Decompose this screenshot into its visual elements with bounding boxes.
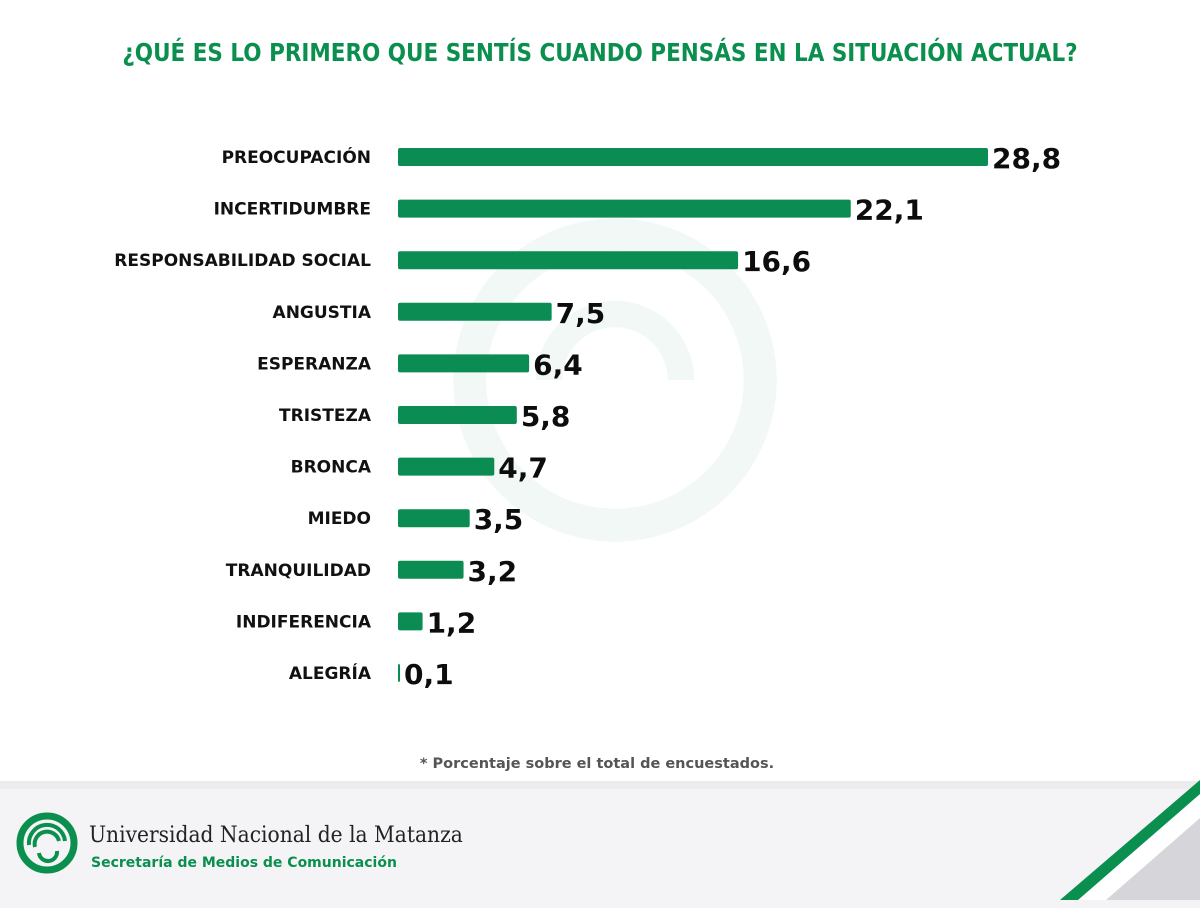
bar bbox=[398, 612, 423, 631]
bar bbox=[398, 199, 851, 218]
university-logo-icon bbox=[16, 812, 78, 874]
bar bbox=[398, 302, 552, 321]
department-name: Secretaría de Medios de Comunicación bbox=[91, 855, 397, 871]
value-label: 6,4 bbox=[533, 348, 583, 381]
bar bbox=[398, 509, 470, 528]
chart-title: ¿QUÉ ES LO PRIMERO QUE SENTÍS CUANDO PEN… bbox=[122, 38, 1078, 67]
value-label: 5,8 bbox=[521, 400, 571, 433]
category-label: MIEDO bbox=[308, 509, 371, 529]
bar-chart: PREOCUPACIÓN 28,8 INCERTIDUMBRE 22,1 RESPONS… bbox=[114, 142, 1061, 691]
value-label: 1,2 bbox=[427, 606, 477, 639]
category-label: BRONCA bbox=[291, 458, 372, 478]
category-label: ESPERANZA bbox=[257, 354, 372, 374]
bar bbox=[398, 560, 464, 579]
bar bbox=[398, 406, 517, 424]
bar bbox=[398, 664, 401, 682]
watermark-logo-icon bbox=[453, 218, 777, 542]
category-label: TRANQUILIDAD bbox=[226, 561, 371, 581]
value-label: 0,1 bbox=[404, 658, 454, 691]
footnote: * Porcentaje sobre el total de encuestad… bbox=[419, 756, 775, 772]
bars-group: PREOCUPACIÓN 28,8 INCERTIDUMBRE 22,1 RESPONS… bbox=[114, 142, 1061, 691]
bar bbox=[398, 251, 739, 270]
university-name: Universidad Nacional de la Matanza bbox=[89, 823, 463, 848]
value-label: 3,2 bbox=[468, 555, 518, 588]
category-label: PREOCUPACIÓN bbox=[222, 146, 371, 168]
category-label: TRISTEZA bbox=[279, 406, 372, 426]
bar bbox=[398, 457, 495, 476]
category-label: INDIFERENCIA bbox=[236, 612, 372, 632]
value-label: 28,8 bbox=[992, 142, 1061, 175]
bar bbox=[398, 354, 530, 373]
value-label: 3,5 bbox=[474, 503, 524, 536]
value-label: 22,1 bbox=[855, 194, 924, 227]
category-label: ANGUSTIA bbox=[273, 303, 372, 323]
corner-decoration bbox=[1060, 780, 1200, 900]
value-label: 7,5 bbox=[556, 297, 606, 330]
category-label: INCERTIDUMBRE bbox=[214, 200, 371, 220]
footer: Universidad Nacional de la Matanza Secre… bbox=[0, 781, 1200, 908]
value-label: 16,6 bbox=[742, 245, 811, 278]
category-label: RESPONSABILIDAD SOCIAL bbox=[114, 251, 371, 271]
bar bbox=[398, 148, 988, 166]
value-label: 4,7 bbox=[498, 452, 548, 485]
category-label: ALEGRÍA bbox=[289, 662, 372, 684]
